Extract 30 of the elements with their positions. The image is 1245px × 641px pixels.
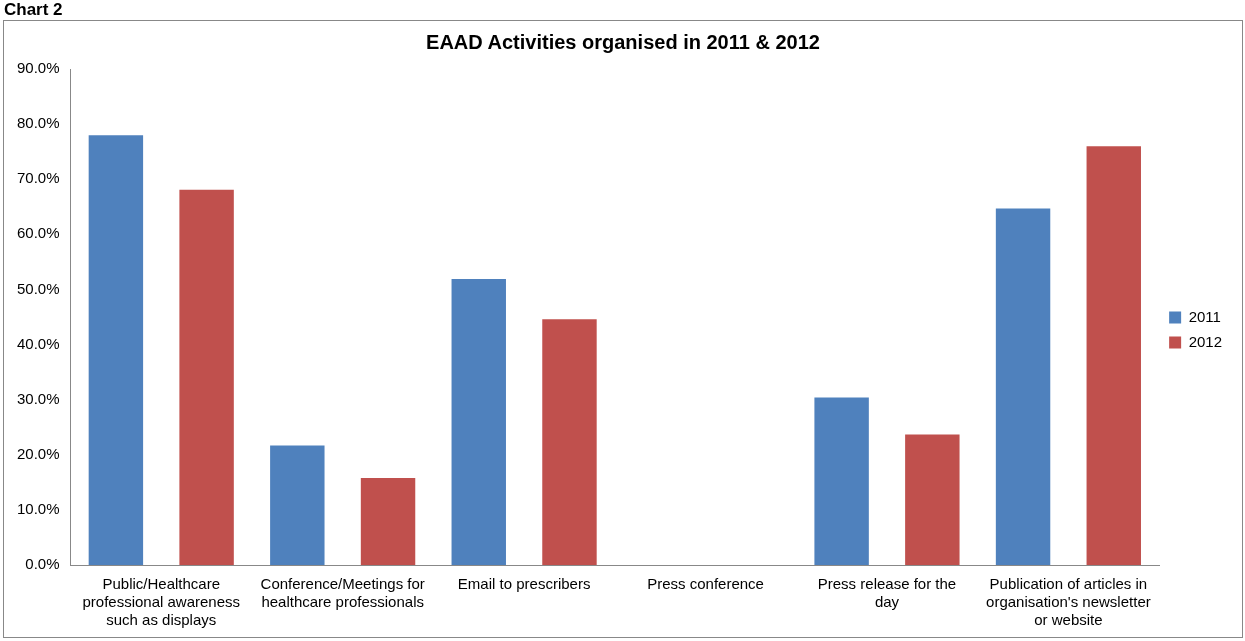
y-tick-label: 60.0% [16, 224, 60, 242]
y-tick-label: 30.0% [16, 389, 60, 407]
y-tick-label: 40.0% [16, 334, 60, 352]
bar [542, 319, 597, 565]
x-tick-label: Conference/Meetings for healthcare professionals [260, 575, 425, 611]
bar [1086, 146, 1141, 565]
y-tick-label: 70.0% [16, 169, 60, 187]
y-tick-label: 10.0% [16, 500, 60, 518]
legend-label: 2012 [1188, 332, 1223, 350]
bar [360, 477, 416, 565]
x-tick-label: Email to prescribers [457, 575, 591, 593]
x-tick-label: Press release for the day [817, 575, 957, 611]
bar [995, 208, 1051, 565]
bar [451, 278, 506, 565]
x-tick-label: Publication of articles in organisation's newsletter or website [986, 575, 1151, 629]
bar [179, 189, 234, 565]
y-tick-label: 90.0% [16, 59, 60, 77]
y-tick-label: 0.0% [25, 555, 60, 573]
bar [270, 445, 325, 565]
bar [905, 434, 960, 565]
legend-label: 2011 [1188, 307, 1221, 325]
bar [814, 397, 869, 565]
x-tick-label: Public/Healthcare professional awareness such as displays [82, 575, 241, 629]
caption: Chart 2 [4, 0, 63, 19]
bar [88, 135, 144, 565]
y-tick-label: 20.0% [16, 444, 60, 462]
chart-title: EAAD Activities organised in 2011 & 2012 [426, 30, 820, 53]
x-tick-label: Press conference [647, 575, 764, 593]
y-tick-label: 50.0% [16, 279, 60, 297]
y-tick-label: 80.0% [16, 114, 60, 132]
